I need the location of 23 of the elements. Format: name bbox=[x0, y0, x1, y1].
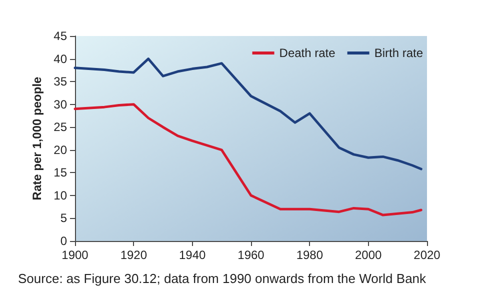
x-tick-label: 2020 bbox=[414, 248, 441, 262]
x-tick-label: 1980 bbox=[296, 248, 324, 262]
y-tick-label: 45 bbox=[54, 29, 68, 43]
y-tick-label: 35 bbox=[54, 74, 68, 89]
y-tick-label: 40 bbox=[54, 52, 68, 66]
line-series bbox=[74, 103, 422, 216]
source-note: Source: as Figure 30.12; data from 1990 onwards from the World Bank bbox=[18, 271, 427, 286]
y-tick-label: 20 bbox=[54, 142, 68, 157]
y-tick-label: 25 bbox=[54, 120, 68, 134]
x-tick-label: 1900 bbox=[62, 248, 89, 262]
x-tick-label: 1960 bbox=[238, 248, 265, 262]
y-axis-title: Rate per 1,000 people bbox=[30, 76, 44, 200]
x-tick-label: 2000 bbox=[354, 248, 382, 262]
legend-label: Death rate bbox=[279, 46, 336, 60]
line-series bbox=[74, 58, 422, 170]
x-tick-label: 1940 bbox=[178, 248, 206, 262]
y-tick-label: 15 bbox=[54, 166, 68, 180]
y-tick-label: 10 bbox=[54, 188, 68, 202]
legend-label: Birth rate bbox=[374, 46, 424, 60]
y-tick-label: 0 bbox=[60, 234, 68, 248]
x-tick-label: 1920 bbox=[120, 248, 148, 262]
y-tick-label: 30 bbox=[54, 97, 68, 112]
y-tick-label: 5 bbox=[60, 211, 68, 226]
